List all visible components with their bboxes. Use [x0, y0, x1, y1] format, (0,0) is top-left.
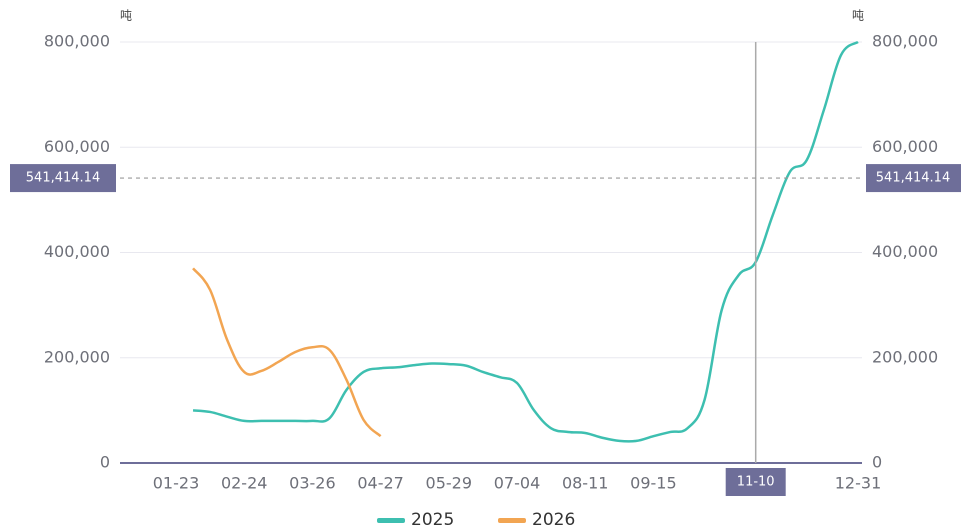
x-tick-label: 07-04 [494, 474, 541, 493]
y2-tick-label: 200,000 [872, 347, 938, 366]
x-tick-label: 02-24 [221, 474, 268, 493]
y2-tick-label: 400,000 [872, 242, 938, 261]
y2-tick-label: 600,000 [872, 137, 938, 156]
legend-label: 2025 [411, 510, 454, 530]
x-tick-label: 01-23 [153, 474, 200, 493]
legend-swatch [377, 518, 405, 523]
x-tick-label: 09-15 [630, 474, 677, 493]
y-unit-right: 吨 [852, 9, 864, 23]
y2-tick-label: 0 [872, 453, 882, 472]
legend-label: 2026 [532, 510, 575, 530]
y-tick-label: 0 [100, 453, 110, 472]
crosshair-y2-box [866, 164, 961, 193]
x-tick-label: 04-27 [357, 474, 404, 493]
x-tick-label: 05-29 [426, 474, 473, 493]
x-tick-label: 08-11 [562, 474, 609, 493]
y2-tick-label: 800,000 [872, 32, 938, 51]
series-line [192, 40, 859, 443]
y-tick-label: 600,000 [44, 137, 110, 156]
y-tick-label: 400,000 [44, 242, 110, 261]
x-tick-label: 12-31 [835, 474, 882, 493]
y-unit-left: 吨 [120, 9, 132, 23]
crosshair-y-box [10, 164, 116, 193]
series-line [192, 267, 382, 438]
crosshair-x-box [725, 468, 786, 496]
crosshair-y2-label: 541,414.14 [876, 171, 950, 186]
y-tick-label: 800,000 [44, 32, 110, 51]
y-tick-label: 200,000 [44, 347, 110, 366]
crosshair-x-label: 11-10 [737, 475, 775, 490]
x-tick-label: 03-26 [289, 474, 336, 493]
crosshair-y-label: 541,414.14 [26, 171, 100, 186]
legend-swatch [498, 518, 526, 523]
